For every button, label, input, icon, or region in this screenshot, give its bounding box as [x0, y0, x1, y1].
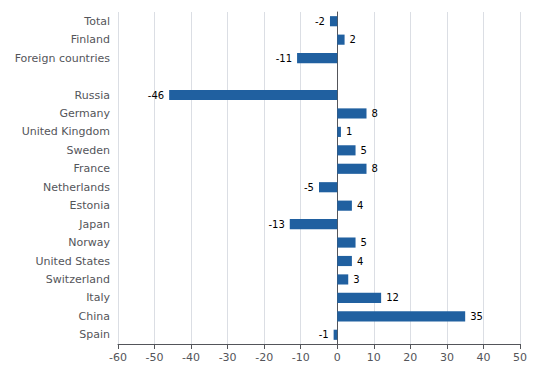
svg-text:Foreign countries: Foreign countries — [15, 52, 111, 65]
svg-text:-50: -50 — [146, 351, 164, 364]
svg-text:3: 3 — [353, 274, 359, 285]
svg-text:-11: -11 — [276, 53, 292, 64]
svg-text:Finland: Finland — [71, 33, 110, 46]
svg-text:-20: -20 — [255, 351, 273, 364]
svg-text:France: France — [73, 162, 110, 175]
svg-text:United States: United States — [36, 255, 111, 268]
svg-text:Germany: Germany — [59, 107, 110, 120]
svg-text:Japan: Japan — [78, 218, 110, 231]
svg-text:Total: Total — [83, 15, 110, 28]
svg-text:Norway: Norway — [68, 236, 110, 249]
svg-text:40: 40 — [476, 351, 490, 364]
svg-text:Estonia: Estonia — [70, 199, 111, 212]
svg-text:5: 5 — [361, 145, 367, 156]
svg-text:-40: -40 — [182, 351, 200, 364]
svg-text:-30: -30 — [219, 351, 237, 364]
svg-text:-2: -2 — [315, 16, 325, 27]
svg-text:8: 8 — [372, 108, 378, 119]
svg-text:United Kingdom: United Kingdom — [22, 125, 110, 138]
svg-text:-10: -10 — [292, 351, 310, 364]
svg-text:Netherlands: Netherlands — [43, 181, 110, 194]
svg-text:4: 4 — [357, 200, 363, 211]
svg-text:0: 0 — [334, 351, 341, 364]
svg-text:Switzerland: Switzerland — [46, 273, 110, 286]
svg-text:2: 2 — [350, 34, 356, 45]
svg-text:50: 50 — [513, 351, 527, 364]
svg-text:30: 30 — [440, 351, 454, 364]
svg-text:4: 4 — [357, 256, 363, 267]
svg-text:-13: -13 — [268, 219, 284, 230]
svg-text:-46: -46 — [148, 90, 164, 101]
svg-text:-1: -1 — [319, 329, 329, 340]
svg-text:10: 10 — [367, 351, 381, 364]
svg-text:China: China — [79, 310, 110, 323]
svg-text:20: 20 — [403, 351, 417, 364]
svg-text:-60: -60 — [109, 351, 127, 364]
svg-text:Spain: Spain — [79, 328, 110, 341]
svg-text:5: 5 — [361, 237, 367, 248]
svg-text:Russia: Russia — [75, 89, 110, 102]
svg-text:-5: -5 — [304, 182, 314, 193]
svg-text:1: 1 — [346, 126, 352, 137]
svg-text:35: 35 — [470, 311, 483, 322]
svg-text:8: 8 — [372, 163, 378, 174]
svg-text:Italy: Italy — [86, 291, 110, 304]
svg-text:Sweden: Sweden — [67, 144, 110, 157]
svg-text:12: 12 — [386, 292, 399, 303]
